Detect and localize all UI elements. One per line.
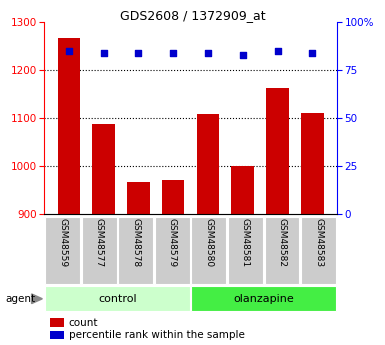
Point xyxy=(66,48,72,54)
Point xyxy=(275,48,281,54)
Point xyxy=(309,50,315,56)
Point xyxy=(100,50,107,56)
Bar xyxy=(92,124,115,214)
Bar xyxy=(264,217,300,284)
Point xyxy=(239,52,246,58)
Text: GSM48577: GSM48577 xyxy=(95,218,104,267)
Bar xyxy=(45,286,190,311)
Text: count: count xyxy=(69,318,98,327)
Point xyxy=(205,50,211,56)
Bar xyxy=(266,88,289,214)
Text: GSM48578: GSM48578 xyxy=(131,218,140,267)
Point xyxy=(170,50,176,56)
Bar xyxy=(155,217,190,284)
Bar xyxy=(162,180,184,214)
Bar xyxy=(191,217,226,284)
Bar xyxy=(191,286,336,311)
Text: GDS2608 / 1372909_at: GDS2608 / 1372909_at xyxy=(120,9,265,22)
Text: GSM48579: GSM48579 xyxy=(168,218,177,267)
Text: agent: agent xyxy=(6,294,36,304)
Bar xyxy=(231,166,254,214)
Text: GSM48582: GSM48582 xyxy=(278,218,286,267)
Bar xyxy=(301,217,336,284)
Text: GSM48559: GSM48559 xyxy=(58,218,67,267)
Point xyxy=(136,50,142,56)
Text: GSM48581: GSM48581 xyxy=(241,218,250,267)
Bar xyxy=(118,217,153,284)
Text: percentile rank within the sample: percentile rank within the sample xyxy=(69,331,244,340)
Bar xyxy=(228,217,263,284)
Text: GSM48580: GSM48580 xyxy=(204,218,213,267)
Text: olanzapine: olanzapine xyxy=(233,294,294,304)
Bar xyxy=(45,217,80,284)
Bar xyxy=(127,182,150,214)
Bar xyxy=(58,38,80,214)
Bar xyxy=(197,114,219,214)
Bar xyxy=(82,217,117,284)
Text: GSM48583: GSM48583 xyxy=(314,218,323,267)
Polygon shape xyxy=(32,294,42,304)
Text: control: control xyxy=(98,294,137,304)
Bar xyxy=(301,114,323,214)
